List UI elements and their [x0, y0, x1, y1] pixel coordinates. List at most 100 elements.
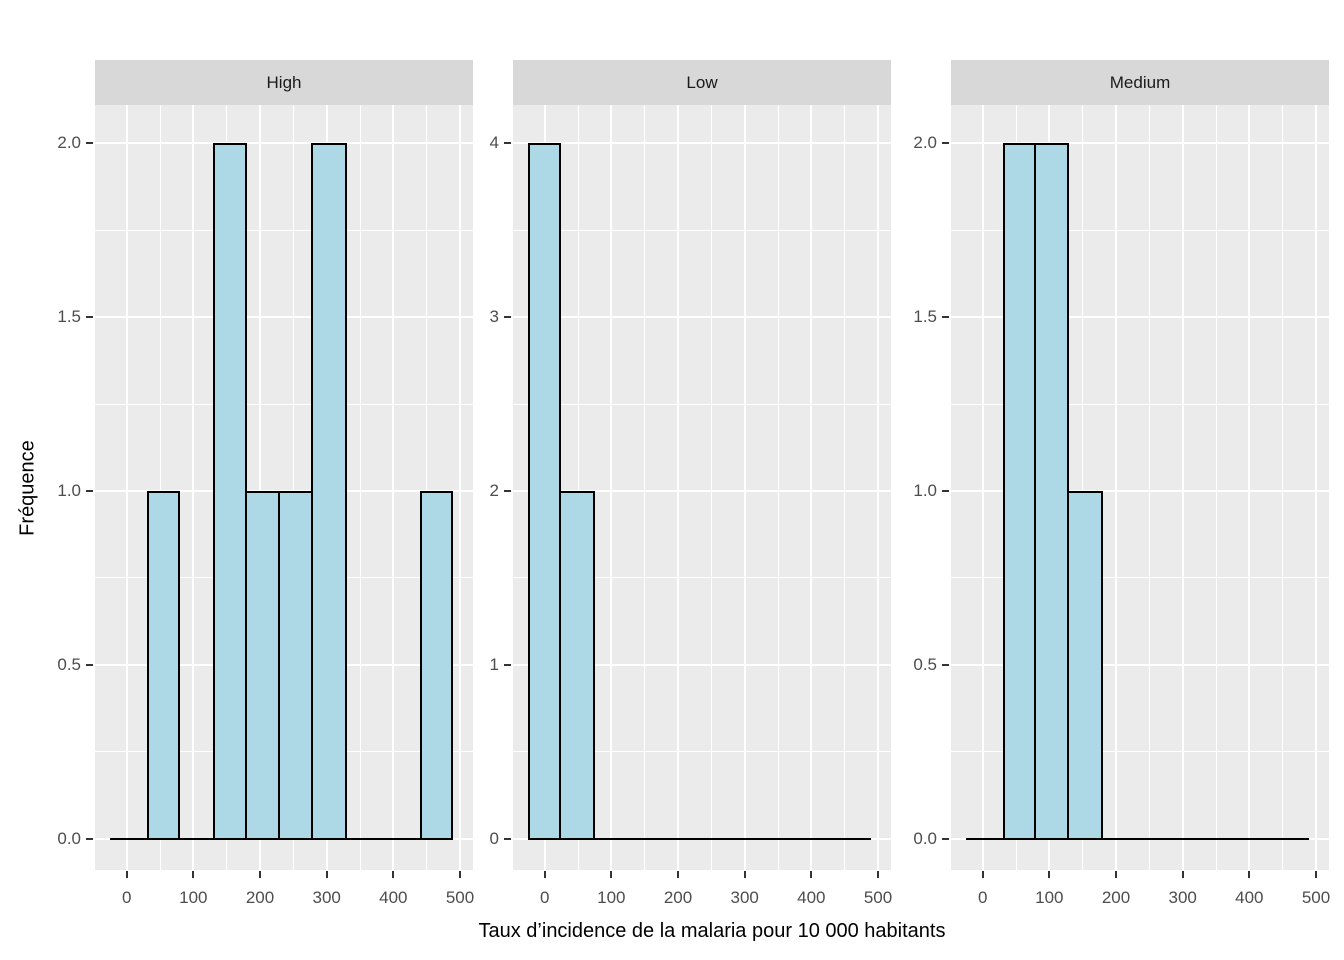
gridline-x-minor — [359, 105, 361, 870]
x-tick-mark — [259, 871, 261, 878]
x-tick-label: 0 — [121, 888, 132, 907]
y-tick-label: 0.5 — [913, 654, 937, 674]
gridline-y-major — [513, 490, 891, 492]
gridline-x-major — [810, 105, 813, 870]
histogram-bar — [213, 143, 247, 840]
histogram-bar — [1067, 491, 1103, 840]
gridline-x-minor — [710, 105, 712, 870]
gridline-y-major — [95, 316, 473, 319]
x-tick-label: 200 — [245, 888, 275, 907]
y-tick-label: 2.0 — [57, 133, 81, 153]
x-tick-label: 100 — [1035, 888, 1064, 907]
gridline-x-minor — [1215, 105, 1217, 870]
x-tick-mark — [1048, 871, 1051, 878]
y-tick-mark — [942, 490, 949, 492]
facet-strip-medium: Medium — [951, 60, 1329, 105]
gridline-y-major — [951, 490, 1329, 492]
gridline-x-major — [392, 105, 395, 870]
y-tick-mark — [504, 663, 511, 666]
x-tick-mark — [981, 871, 984, 878]
y-tick-mark — [942, 663, 949, 666]
x-axis-title: Taux d’incidence de la malaria pour 10 0… — [478, 920, 946, 942]
x-tick-mark — [810, 871, 813, 878]
facet-strip-label-low: Low — [686, 72, 718, 92]
x-tick-label: 200 — [663, 888, 693, 907]
gridline-x-major — [610, 105, 613, 870]
x-tick-label: 100 — [597, 888, 626, 907]
x-tick-label: 500 — [1301, 888, 1331, 907]
gridline-y-minor — [951, 229, 1329, 231]
facet-strip-high: High — [95, 60, 473, 105]
x-tick-label: 100 — [179, 888, 208, 907]
zero-baseline — [528, 837, 872, 840]
y-tick-label: 1.5 — [913, 307, 937, 327]
histogram-bar — [1034, 143, 1070, 840]
zero-baseline — [966, 837, 1310, 840]
y-tick-label: 1 — [489, 654, 499, 674]
x-tick-mark — [1248, 871, 1251, 878]
y-tick-label: 0.0 — [913, 828, 937, 848]
gridline-y-minor — [513, 577, 891, 579]
gridline-x-minor — [844, 105, 846, 870]
gridline-x-minor — [1148, 105, 1150, 870]
gridline-y-major — [513, 663, 891, 666]
x-tick-label: 300 — [312, 888, 341, 907]
gridline-x-major — [192, 105, 195, 870]
gridline-y-major — [951, 663, 1329, 666]
gridline-x-minor — [644, 105, 646, 870]
gridline-x-major — [1315, 105, 1317, 870]
y-tick-label: 0.5 — [57, 654, 81, 674]
x-tick-mark — [610, 871, 613, 878]
y-tick-mark — [86, 837, 93, 840]
x-tick-mark — [392, 871, 395, 878]
y-tick-label: 2 — [489, 481, 499, 500]
x-tick-label: 400 — [379, 888, 408, 907]
x-tick-label: 0 — [539, 888, 550, 907]
x-tick-mark — [743, 871, 746, 878]
facet-panel-low — [513, 105, 891, 870]
gridline-x-minor — [426, 105, 428, 870]
gridline-y-minor — [951, 751, 1329, 753]
x-tick-label: 300 — [730, 888, 759, 907]
gridline-y-minor — [513, 403, 891, 405]
x-tick-mark — [192, 871, 195, 878]
x-tick-label: 200 — [1101, 888, 1131, 907]
x-tick-mark — [677, 871, 679, 878]
histogram-bar — [1002, 143, 1036, 840]
y-tick-mark — [86, 142, 93, 145]
histogram-bar — [244, 491, 280, 840]
y-tick-label: 4 — [489, 133, 499, 153]
y-tick-mark — [86, 316, 93, 319]
y-tick-mark — [86, 490, 93, 492]
x-tick-label: 500 — [445, 888, 475, 907]
facet-panel-medium — [951, 105, 1329, 870]
y-tick-mark — [504, 142, 511, 145]
y-tick-label: 0.0 — [57, 828, 81, 848]
gridline-x-major — [1115, 105, 1117, 870]
gridline-y-minor — [513, 229, 891, 231]
x-tick-label: 0 — [977, 888, 988, 907]
gridline-x-major — [459, 105, 461, 870]
y-tick-mark — [942, 837, 949, 840]
y-tick-label: 1.0 — [57, 481, 81, 500]
facet-strip-low: Low — [513, 60, 891, 105]
y-tick-mark — [504, 316, 511, 319]
gridline-x-major — [981, 105, 984, 870]
histogram-bar — [146, 491, 180, 840]
y-tick-mark — [504, 490, 511, 492]
gridline-y-major — [513, 142, 891, 145]
facet-strip-label-high: High — [266, 72, 302, 92]
gridline-x-major — [125, 105, 128, 870]
y-tick-label: 3 — [489, 307, 499, 327]
y-tick-label: 0 — [489, 828, 499, 848]
gridline-x-minor — [1082, 105, 1084, 870]
gridline-y-minor — [951, 403, 1329, 405]
histogram-bar — [528, 143, 562, 840]
y-tick-mark — [942, 316, 949, 319]
gridline-x-major — [877, 105, 879, 870]
gridline-y-minor — [95, 403, 473, 405]
y-tick-label: 1.0 — [913, 481, 937, 500]
x-tick-mark — [1181, 871, 1184, 878]
x-tick-mark — [125, 871, 128, 878]
